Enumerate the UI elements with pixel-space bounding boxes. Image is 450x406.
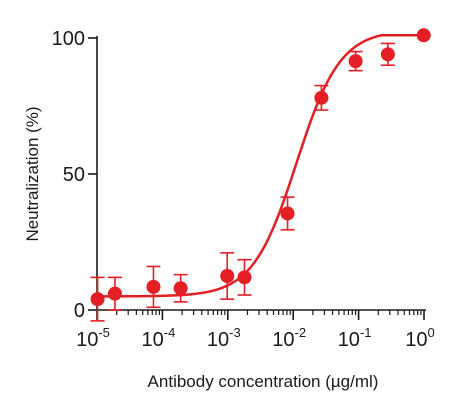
data-point [280, 196, 295, 231]
x-tick-label: 100 [405, 325, 434, 351]
ticks: 0 50 100 10-5 10-4 10-3 10-2 10-1 100 [52, 28, 435, 351]
data-points [90, 28, 431, 322]
data-point [348, 50, 363, 72]
fit-curve [97, 34, 424, 298]
data-point [107, 276, 122, 311]
axes [96, 36, 426, 311]
x-tick-label: 10-5 [76, 325, 110, 351]
data-point [146, 265, 161, 309]
data-marker [237, 270, 252, 285]
y-tick-label: 50 [63, 164, 85, 186]
data-marker [220, 269, 235, 283]
y-tick-label: 0 [74, 300, 85, 322]
x-axis-title: Antibody concentration (µg/ml) [148, 372, 379, 391]
data-marker [348, 54, 363, 69]
data-point [220, 252, 235, 300]
data-marker [416, 28, 431, 43]
x-tick-label: 10-1 [338, 325, 372, 351]
data-point [416, 28, 431, 43]
data-point [380, 42, 395, 66]
data-marker [314, 90, 329, 105]
y-axis-title: Neutralization (%) [23, 106, 42, 241]
data-point [90, 276, 105, 322]
data-point [237, 258, 252, 296]
data-point [314, 84, 329, 111]
data-marker [380, 47, 395, 62]
x-tick-label: 10-2 [272, 325, 306, 351]
y-tick-label: 100 [52, 28, 85, 50]
data-marker [173, 281, 188, 296]
data-point [173, 273, 188, 303]
data-marker [146, 279, 161, 294]
x-tick-label: 10-4 [141, 325, 175, 351]
data-marker [90, 292, 105, 307]
data-marker [107, 286, 122, 301]
x-tick-label: 10-3 [207, 325, 241, 351]
data-marker [280, 206, 295, 221]
